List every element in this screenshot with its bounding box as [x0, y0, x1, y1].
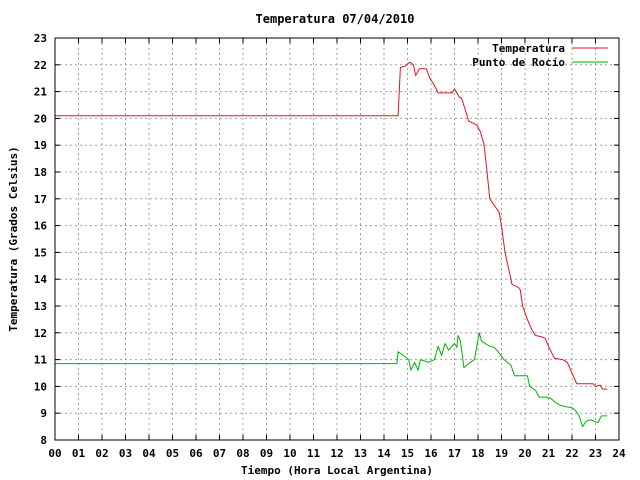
- y-axis-label: Temperatura (Grados Celsius): [7, 146, 20, 331]
- x-tick-label: 09: [260, 447, 273, 460]
- y-tick-label: 12: [34, 327, 47, 340]
- y-tick-label: 20: [34, 112, 47, 125]
- y-tick-label: 19: [34, 139, 47, 152]
- x-axis-label: Tiempo (Hora Local Argentina): [241, 464, 433, 477]
- x-tick-label: 05: [166, 447, 179, 460]
- x-tick-label: 07: [213, 447, 226, 460]
- series-line-punto-de-rocio: [55, 332, 608, 428]
- x-tick-label: 23: [589, 447, 602, 460]
- x-tick-label: 04: [142, 447, 156, 460]
- y-tick-label: 15: [34, 246, 47, 259]
- y-tick-label: 9: [40, 407, 47, 420]
- chart-title: Temperatura 07/04/2010: [256, 12, 415, 26]
- series-line-temperatura: [55, 61, 608, 390]
- x-tick-label: 14: [377, 447, 391, 460]
- y-tick-label: 13: [34, 300, 47, 313]
- x-tick-label: 13: [354, 447, 367, 460]
- x-tick-label: 15: [401, 447, 414, 460]
- x-tick-label: 24: [612, 447, 626, 460]
- legend-label-temperatura: Temperatura: [492, 42, 565, 55]
- x-tick-label: 17: [448, 447, 461, 460]
- y-tick-label: 16: [34, 220, 48, 233]
- y-tick-label: 18: [34, 166, 47, 179]
- x-tick-label: 16: [424, 447, 438, 460]
- x-tick-label: 20: [518, 447, 531, 460]
- x-tick-label: 18: [471, 447, 484, 460]
- x-tick-label: 03: [119, 447, 132, 460]
- y-tick-label: 22: [34, 59, 47, 72]
- x-tick-label: 02: [95, 447, 108, 460]
- x-tick-label: 10: [283, 447, 296, 460]
- y-tick-label: 11: [34, 354, 48, 367]
- y-tick-label: 17: [34, 193, 47, 206]
- grid: [55, 38, 619, 440]
- x-tick-label: 08: [236, 447, 249, 460]
- y-tick-label: 14: [34, 273, 48, 286]
- x-tick-label: 11: [307, 447, 321, 460]
- x-tick-label: 01: [72, 447, 86, 460]
- y-tick-label: 21: [34, 86, 48, 99]
- y-tick-label: 8: [40, 434, 47, 447]
- legend-label-punto-de-rocio: Punto de Rocío: [472, 56, 565, 69]
- plot-area: [55, 61, 608, 428]
- x-tick-label: 19: [495, 447, 508, 460]
- x-axis-ticks: 00 01 02 03 04 05 06 07 08 09 10 11 12 13 14 15 16 17 18 19…: [48, 38, 626, 460]
- x-tick-label: 06: [189, 447, 203, 460]
- x-tick-label: 00: [48, 447, 61, 460]
- y-tick-label: 10: [34, 380, 47, 393]
- x-tick-label: 21: [542, 447, 556, 460]
- x-tick-label: 12: [330, 447, 343, 460]
- y-tick-label: 23: [34, 32, 47, 45]
- y-axis-ticks: 8 9 10 11 12 13 14 15 16 17 18 19 20 21 22 23: [34, 32, 619, 447]
- x-tick-label: 22: [565, 447, 578, 460]
